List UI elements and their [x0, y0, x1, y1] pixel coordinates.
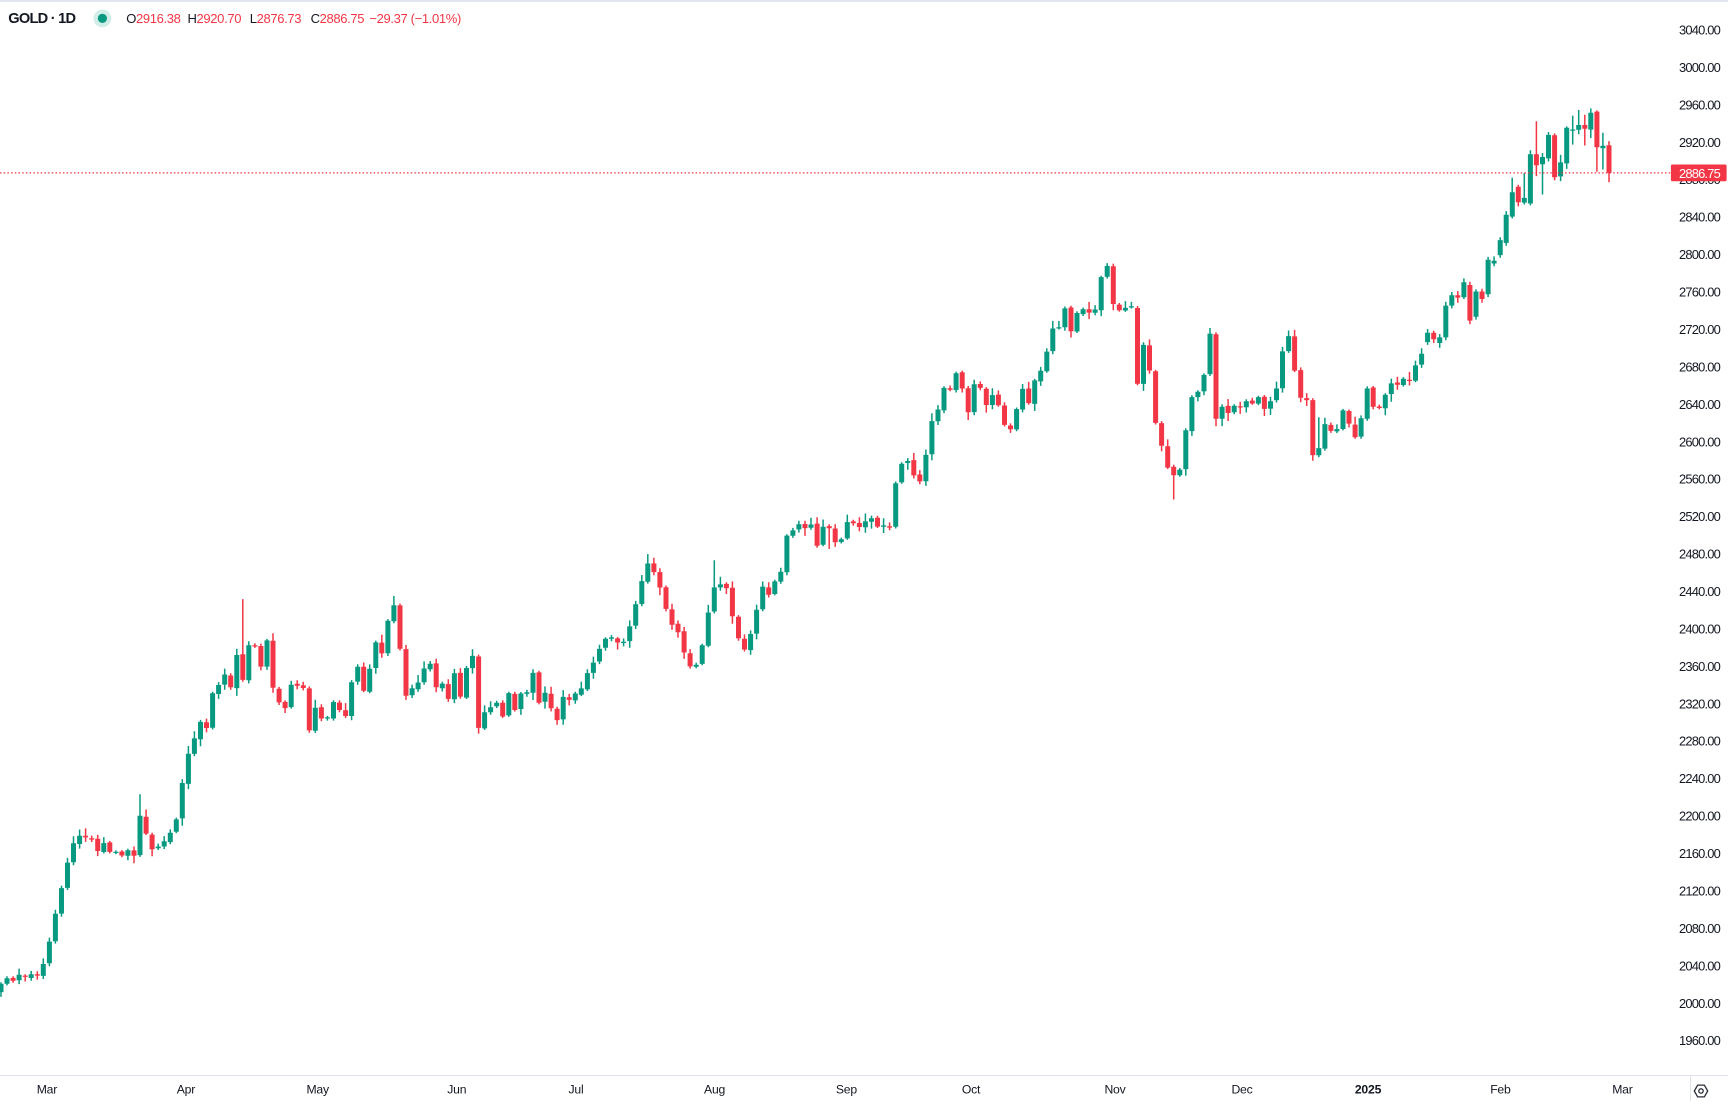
svg-text:Mar: Mar	[37, 1083, 58, 1097]
svg-text:2160.00: 2160.00	[1679, 846, 1721, 861]
svg-text:Jun: Jun	[447, 1083, 466, 1097]
svg-text:2120.00: 2120.00	[1679, 884, 1721, 899]
svg-text:2320.00: 2320.00	[1679, 696, 1721, 711]
svg-text:Sep: Sep	[836, 1083, 858, 1097]
svg-text:Oct: Oct	[962, 1083, 981, 1097]
svg-text:2520.00: 2520.00	[1679, 509, 1721, 524]
svg-text:2080.00: 2080.00	[1679, 921, 1721, 936]
svg-text:1960.00: 1960.00	[1679, 1033, 1721, 1048]
svg-text:2600.00: 2600.00	[1679, 434, 1721, 449]
svg-text:Jul: Jul	[569, 1083, 584, 1097]
svg-text:3000.00: 3000.00	[1679, 60, 1721, 75]
svg-text:2680.00: 2680.00	[1679, 359, 1721, 374]
svg-text:Apr: Apr	[177, 1083, 196, 1097]
svg-text:2280.00: 2280.00	[1679, 734, 1721, 749]
svg-text:2640.00: 2640.00	[1679, 397, 1721, 412]
svg-text:2025: 2025	[1355, 1083, 1382, 1097]
svg-text:2800.00: 2800.00	[1679, 247, 1721, 262]
svg-text:2440.00: 2440.00	[1679, 584, 1721, 599]
svg-text:2886.75: 2886.75	[1679, 166, 1721, 181]
svg-text:Dec: Dec	[1231, 1083, 1252, 1097]
svg-text:2480.00: 2480.00	[1679, 547, 1721, 562]
svg-text:C2886.75: C2886.75	[311, 11, 365, 26]
svg-text:2400.00: 2400.00	[1679, 621, 1721, 636]
svg-text:Nov: Nov	[1104, 1083, 1126, 1097]
svg-text:−29.37 (−1.01%): −29.37 (−1.01%)	[369, 11, 461, 26]
svg-text:2760.00: 2760.00	[1679, 285, 1721, 300]
svg-text:2240.00: 2240.00	[1679, 771, 1721, 786]
svg-text:May: May	[306, 1083, 330, 1097]
svg-text:2360.00: 2360.00	[1679, 659, 1721, 674]
svg-text:2000.00: 2000.00	[1679, 996, 1721, 1011]
svg-text:2960.00: 2960.00	[1679, 97, 1721, 112]
svg-text:2720.00: 2720.00	[1679, 322, 1721, 337]
svg-text:3040.00: 3040.00	[1679, 23, 1721, 38]
svg-text:Mar: Mar	[1612, 1083, 1633, 1097]
svg-text:Feb: Feb	[1490, 1083, 1511, 1097]
svg-text:GOLD · 1D: GOLD · 1D	[8, 11, 75, 27]
svg-text:2920.00: 2920.00	[1679, 135, 1721, 150]
svg-text:O2916.38: O2916.38	[126, 11, 180, 26]
svg-text:L2876.73: L2876.73	[250, 11, 302, 26]
svg-text:2200.00: 2200.00	[1679, 809, 1721, 824]
svg-text:2040.00: 2040.00	[1679, 958, 1721, 973]
svg-text:2560.00: 2560.00	[1679, 472, 1721, 487]
svg-text:H2920.70: H2920.70	[188, 11, 242, 26]
svg-text:Aug: Aug	[704, 1083, 725, 1097]
svg-text:2840.00: 2840.00	[1679, 210, 1721, 225]
